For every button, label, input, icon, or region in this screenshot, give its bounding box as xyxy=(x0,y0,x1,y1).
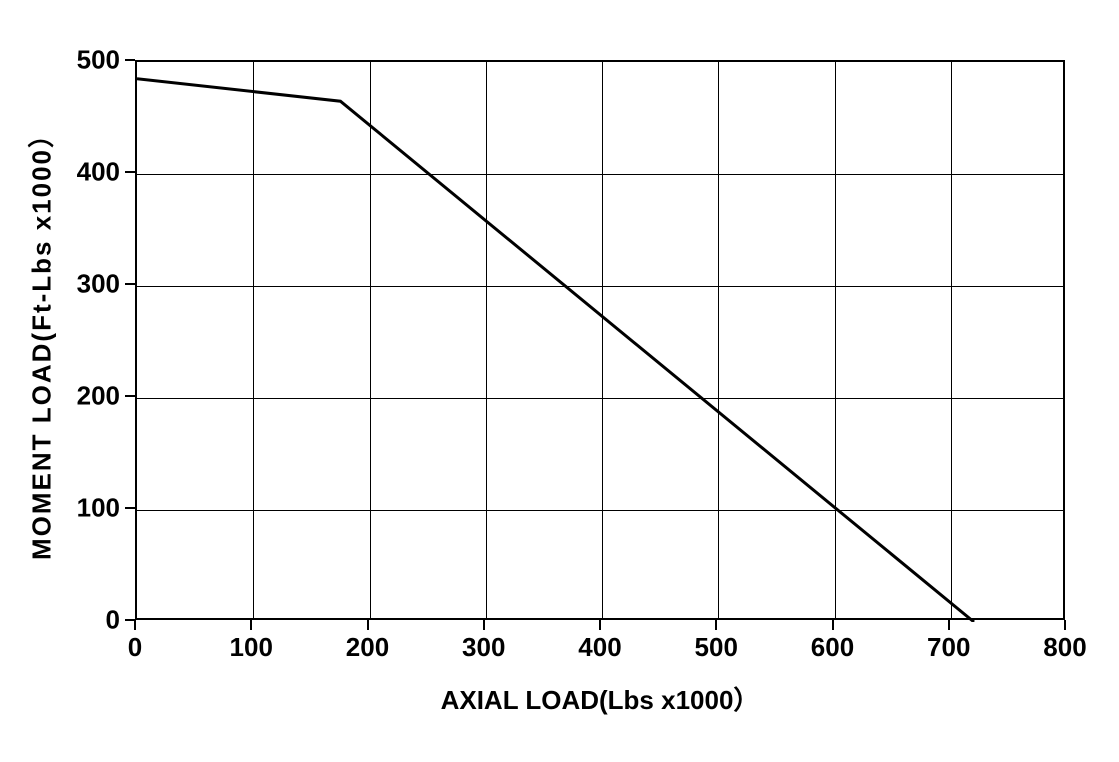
grid-line-horizontal xyxy=(137,510,1063,511)
x-tick-mark xyxy=(134,620,136,630)
x-tick-mark xyxy=(483,620,485,630)
x-tick-label: 0 xyxy=(128,632,142,663)
x-tick-mark xyxy=(832,620,834,630)
y-tick-label: 500 xyxy=(77,45,120,76)
grid-line-vertical xyxy=(253,62,254,618)
y-tick-mark xyxy=(125,283,135,285)
x-tick-label: 300 xyxy=(462,632,505,663)
y-tick-mark xyxy=(125,59,135,61)
grid-line-vertical xyxy=(718,62,719,618)
x-tick-label: 100 xyxy=(230,632,273,663)
x-axis-label: AXIAL LOAD(Lbs x1000） xyxy=(441,680,760,717)
y-tick-label: 300 xyxy=(77,269,120,300)
x-tick-mark xyxy=(250,620,252,630)
x-tick-mark xyxy=(367,620,369,630)
grid-line-vertical xyxy=(370,62,371,618)
y-tick-label: 400 xyxy=(77,157,120,188)
grid-line-vertical xyxy=(951,62,952,618)
x-tick-mark xyxy=(1064,620,1066,630)
y-tick-label: 200 xyxy=(77,381,120,412)
x-tick-mark xyxy=(599,620,601,630)
grid-line-horizontal xyxy=(137,286,1063,287)
plot-area xyxy=(135,60,1065,620)
x-tick-label: 800 xyxy=(1043,632,1086,663)
x-tick-label: 500 xyxy=(695,632,738,663)
y-axis-label: MOMENT LOAD(Ft-Lbs x1000） xyxy=(22,120,59,560)
y-tick-mark xyxy=(125,507,135,509)
x-tick-mark xyxy=(715,620,717,630)
x-tick-label: 400 xyxy=(578,632,621,663)
grid-line-vertical xyxy=(602,62,603,618)
y-tick-label: 100 xyxy=(77,493,120,524)
grid-line-horizontal xyxy=(137,174,1063,175)
x-tick-label: 200 xyxy=(346,632,389,663)
x-tick-label: 600 xyxy=(811,632,854,663)
chart-container: AXIAL LOAD(Lbs x1000） MOMENT LOAD(Ft-Lbs… xyxy=(0,0,1119,762)
y-tick-mark xyxy=(125,395,135,397)
y-tick-mark xyxy=(125,619,135,621)
grid-line-vertical xyxy=(835,62,836,618)
data-series-line xyxy=(137,79,974,622)
x-tick-label: 700 xyxy=(927,632,970,663)
grid-line-vertical xyxy=(486,62,487,618)
x-tick-mark xyxy=(948,620,950,630)
y-tick-mark xyxy=(125,171,135,173)
y-tick-label: 0 xyxy=(106,605,120,636)
grid-line-horizontal xyxy=(137,398,1063,399)
